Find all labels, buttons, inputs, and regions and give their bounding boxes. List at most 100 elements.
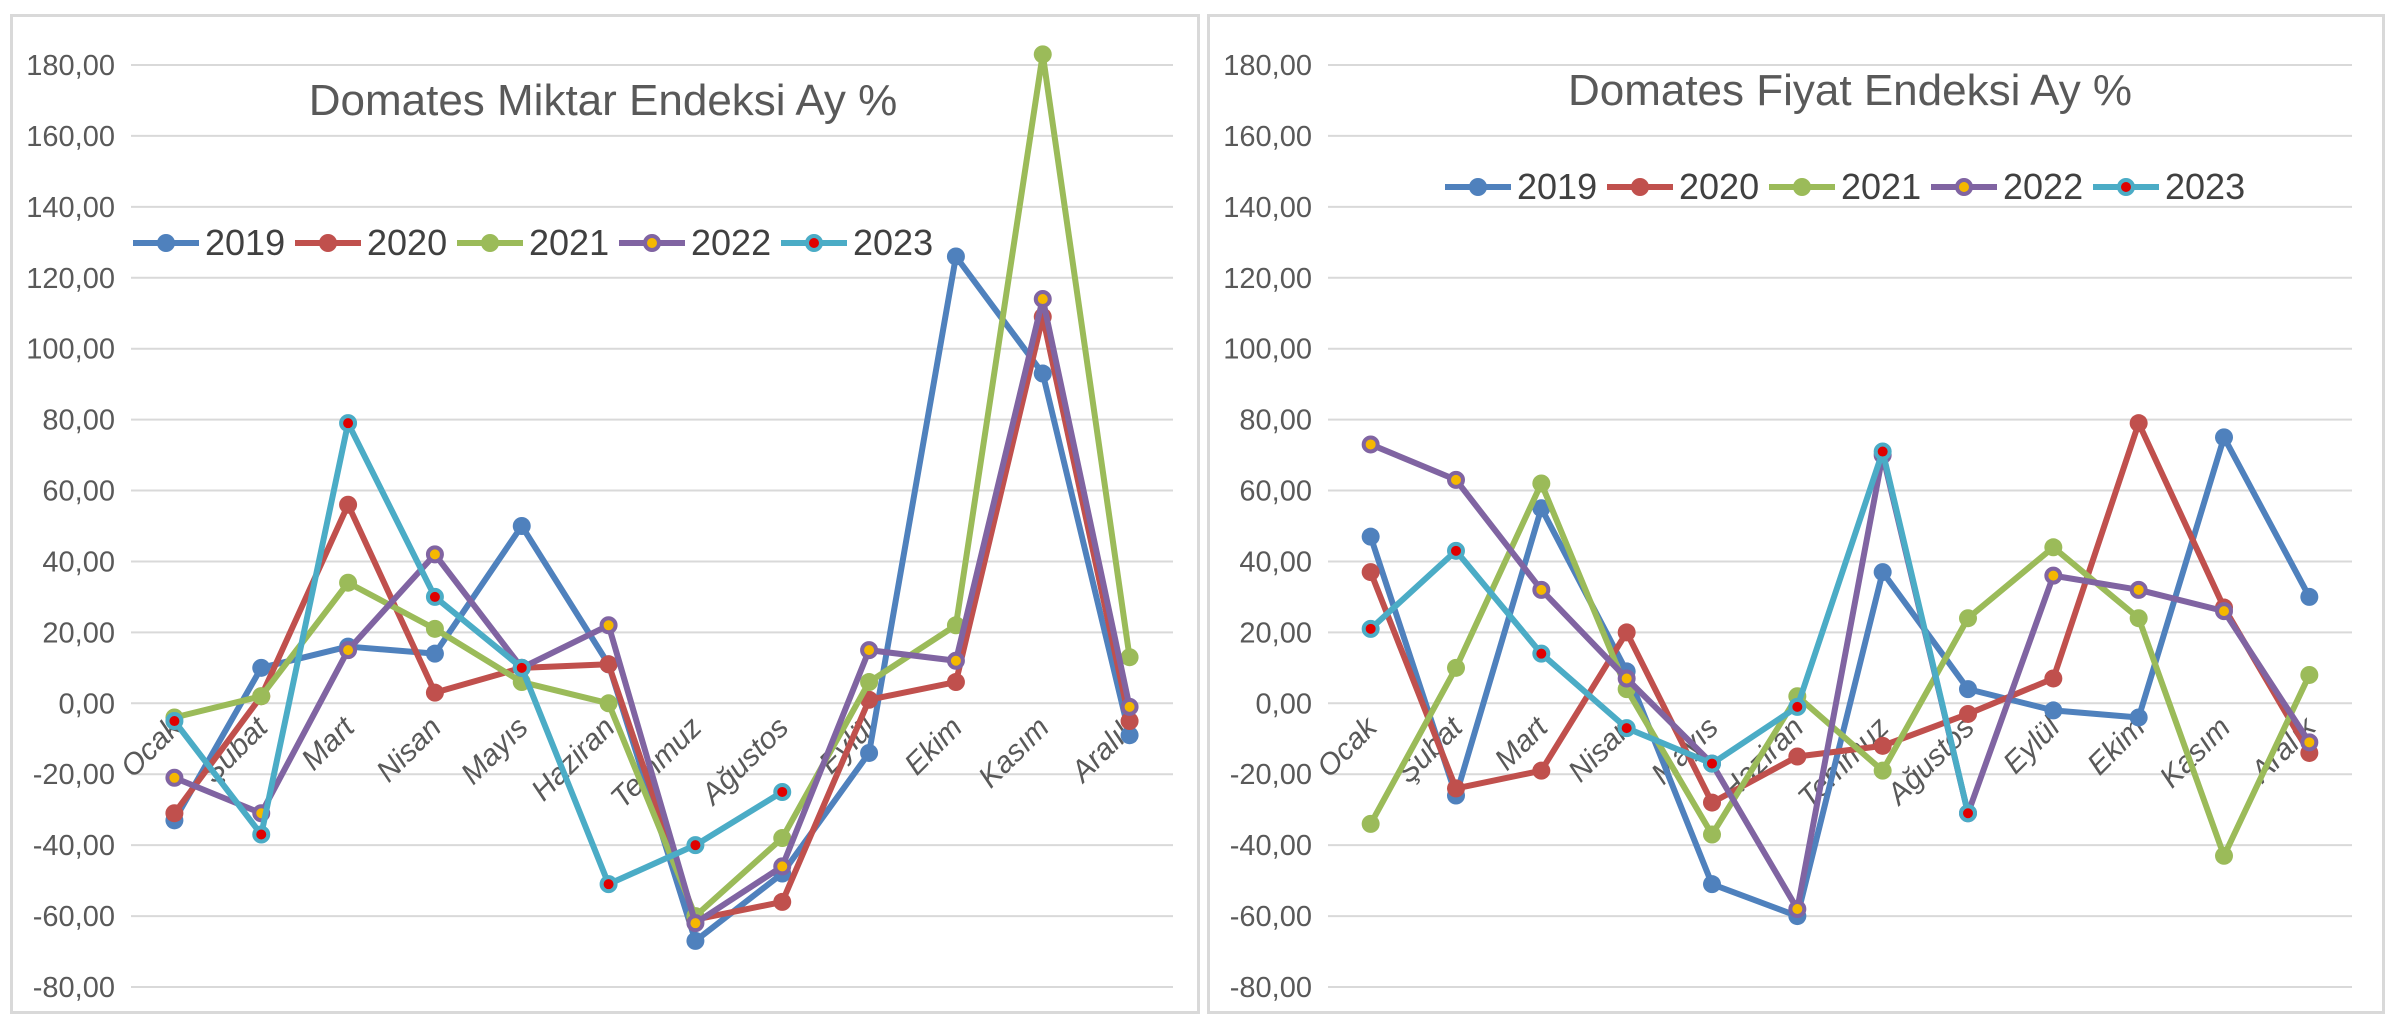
data-point [1788, 747, 1807, 766]
data-point [1033, 290, 1052, 309]
data-point [946, 247, 965, 266]
data-point [1873, 736, 1892, 755]
price-index-chart: -80,00 -60,00 -40,00 -20,00 0,00 20,00 40,00 60… [1223, 50, 2352, 1004]
data-point [1120, 712, 1139, 731]
series-line [172, 313, 1133, 923]
x-category-label: Mart [295, 710, 362, 777]
legend-label: 2022 [691, 222, 771, 263]
series-line [1367, 434, 2312, 920]
data-point [1617, 719, 1636, 738]
data-point [599, 694, 618, 713]
y-tick-label: 100,00 [1223, 334, 1312, 366]
data-point [1361, 527, 1380, 546]
data-point [425, 545, 444, 564]
gridlines [1328, 64, 2352, 988]
data-point [165, 804, 184, 823]
data-point [2300, 587, 2319, 606]
x-category-label: Şubat [195, 710, 275, 790]
series-line [173, 51, 1133, 920]
data-point [1532, 580, 1551, 599]
y-tick-label: -80,00 [33, 972, 115, 1004]
legend-label: 2022 [2003, 166, 2083, 207]
data-point [425, 683, 444, 702]
legend-item-2022: 2022 [619, 222, 771, 263]
data-point [2129, 609, 2148, 628]
y-tick-label: -60,00 [1230, 901, 1312, 933]
legend-item-2023: 2023 [781, 222, 933, 263]
legend-label: 2023 [853, 222, 933, 263]
x-category-label: Ekim [898, 711, 968, 781]
data-point [1703, 875, 1721, 894]
data-point [1447, 779, 1465, 798]
data-point [425, 619, 444, 638]
y-tick-label: 140,00 [26, 192, 115, 224]
series-2023 [165, 414, 792, 894]
data-point [1447, 470, 1465, 489]
legend-item-2019: 2019 [133, 222, 285, 263]
data-point [2215, 602, 2233, 621]
series-line [1368, 448, 1971, 814]
y-tick-label: 0,00 [59, 688, 115, 720]
data-point [599, 875, 618, 894]
series-2022 [1361, 435, 2319, 918]
data-point [686, 914, 705, 933]
data-point [1617, 623, 1636, 642]
data-point [2044, 566, 2063, 585]
y-tick-label: 60,00 [1239, 476, 1312, 508]
y-tick-label: 120,00 [26, 263, 115, 295]
data-point [1959, 609, 1977, 628]
data-point [339, 641, 358, 660]
y-tick-label: -20,00 [1230, 759, 1312, 791]
legend-item-2021: 2021 [457, 222, 609, 263]
legend-label: 2023 [2165, 166, 2245, 207]
y-tick-label: 40,00 [1239, 546, 1312, 578]
data-point [1033, 45, 1052, 64]
data-point [1361, 435, 1380, 454]
legend-swatch-marker [1469, 178, 1487, 196]
data-point [1532, 644, 1551, 663]
y-tick-label: 180,00 [1223, 50, 1312, 82]
y-tick-label: 40,00 [42, 546, 115, 578]
legend: 2019 2020 2021 2022 2023 [133, 222, 933, 263]
legend-label: 2021 [1841, 166, 1921, 207]
price-index-chart-panel: -80,00 -60,00 -40,00 -20,00 0,00 20,00 40,00 60… [1207, 14, 2385, 1014]
data-point [1361, 619, 1380, 638]
data-point [425, 587, 444, 606]
data-point [2129, 708, 2148, 727]
y-tick-label: 20,00 [42, 617, 115, 649]
data-point [860, 743, 879, 762]
legend-swatch-marker [1955, 178, 1973, 196]
data-point [2215, 428, 2233, 447]
series-line [1369, 441, 2312, 912]
y-tick-label: 20,00 [1239, 617, 1312, 649]
data-point [599, 655, 618, 674]
legend-swatch-marker [805, 234, 823, 252]
y-tick-label: -20,00 [33, 759, 115, 791]
data-point [1959, 680, 1977, 699]
data-point [1703, 825, 1721, 844]
data-point [773, 857, 792, 876]
y-tick-label: -60,00 [33, 901, 115, 933]
data-point [512, 517, 531, 535]
data-point [2300, 665, 2319, 684]
legend-item-2023: 2023 [2093, 166, 2245, 207]
series-2023 [1361, 442, 1977, 823]
data-point [946, 651, 965, 670]
data-point [252, 687, 271, 706]
y-tick-label: 80,00 [1239, 405, 1312, 437]
y-tick-label: 140,00 [1223, 192, 1312, 224]
y-tick-label: 160,00 [1223, 121, 1312, 153]
data-point [946, 673, 965, 692]
data-point [1120, 726, 1139, 745]
series-line [171, 253, 1133, 944]
legend-swatch-marker [319, 234, 337, 252]
legend: 2019 2020 2021 2022 2023 [1445, 166, 2245, 207]
quantity-index-chart: -80,00 -60,00 -40,00 -20,00 0,00 20,00 40,00 60… [26, 45, 1173, 1004]
data-point [2300, 733, 2319, 752]
legend-item-2021: 2021 [1769, 166, 1921, 207]
legend-label: 2020 [1679, 166, 1759, 207]
legend-label: 2020 [367, 222, 447, 263]
legend-label: 2019 [205, 222, 285, 263]
data-point [165, 712, 184, 731]
y-axis-tick-labels: -80,00 -60,00 -40,00 -20,00 0,00 20,00 40,00 60… [1223, 50, 1312, 1004]
